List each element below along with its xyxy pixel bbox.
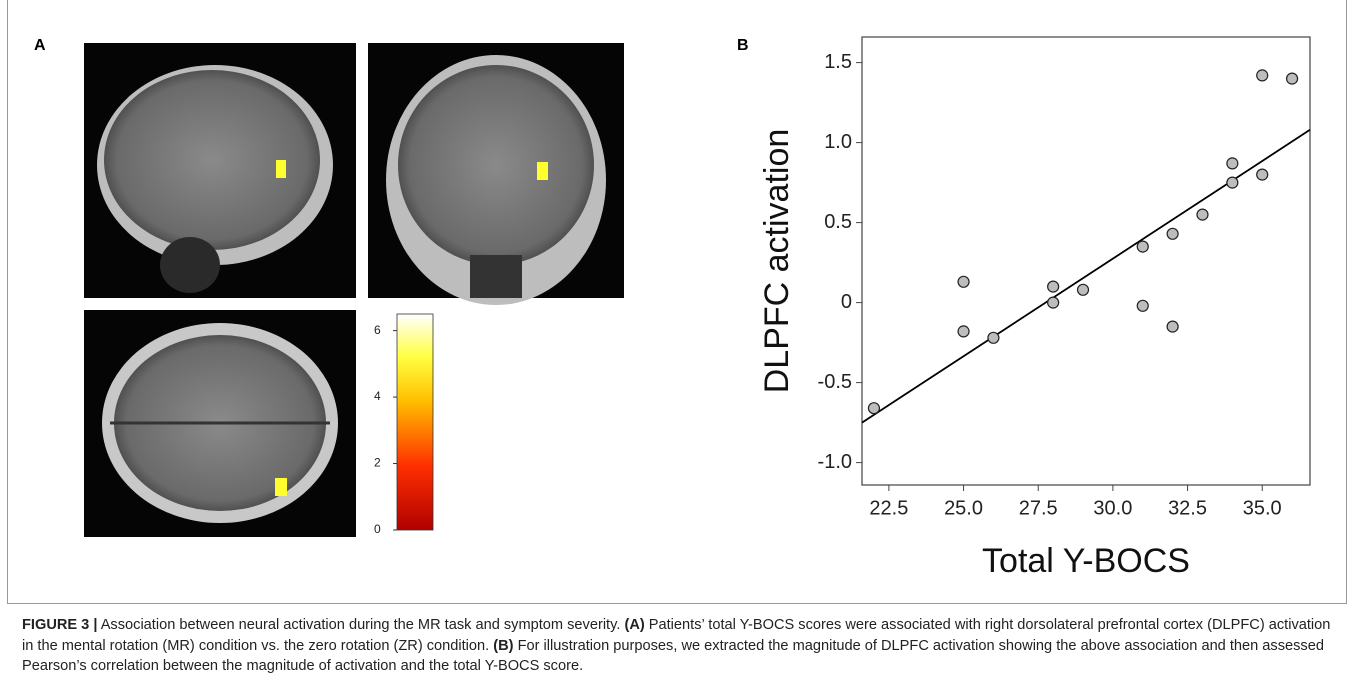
data-point xyxy=(1226,176,1239,189)
x-tick-label: 25.0 xyxy=(944,497,983,519)
caption-text: Association between neural activation du… xyxy=(100,617,621,633)
caption-text: For illustration purposes, we extracted … xyxy=(22,637,1324,675)
x-tick-label: 35.0 xyxy=(1243,497,1282,519)
caption-ref: (A) xyxy=(624,617,645,633)
data-point xyxy=(1076,283,1090,296)
y-tick-label: -0.5 xyxy=(818,371,852,393)
data-point xyxy=(957,275,970,288)
data-point xyxy=(1047,296,1060,309)
x-axis-title: Total Y-BOCS xyxy=(982,542,1190,580)
data-point xyxy=(957,325,970,338)
fit-line xyxy=(861,129,1311,424)
data-point xyxy=(1166,227,1179,240)
data-point xyxy=(1136,240,1149,253)
caption-label: FIGURE 3 | xyxy=(22,617,98,633)
plot-frame xyxy=(861,36,1311,486)
panel-label: A xyxy=(34,37,46,54)
data-point xyxy=(1256,69,1269,82)
figure: A B 0 2 4 6 1.5 1.0 0.5 0 -0.5 -1.0 22.5 25.0 27.5 30… xyxy=(34,36,1311,580)
y-tick-label: 1.5 xyxy=(824,51,852,73)
colorbar-tick-label: 4 xyxy=(374,389,381,403)
colorbar-tick-label: 6 xyxy=(374,323,381,337)
brain-coronal xyxy=(368,43,624,305)
data-point xyxy=(1047,280,1060,293)
figure-frame xyxy=(7,0,1347,604)
colorbar-tick-label: 0 xyxy=(374,522,381,536)
data-point xyxy=(1285,72,1299,85)
brain-sagittal xyxy=(84,43,356,298)
data-point xyxy=(1226,157,1239,170)
caption-text: Patients’ total Y-BOCS scores were assoc… xyxy=(22,617,1331,654)
caption-ref: (B) xyxy=(493,637,514,654)
colorbar xyxy=(396,313,434,531)
data-point xyxy=(867,402,881,415)
x-tick-label: 22.5 xyxy=(869,497,908,519)
x-tick-label: 32.5 xyxy=(1168,497,1207,519)
data-point xyxy=(1136,299,1149,312)
data-point xyxy=(1256,168,1269,181)
colorbar-tick-label: 2 xyxy=(374,456,381,470)
panel-label: B xyxy=(737,37,749,54)
data-point xyxy=(1196,208,1209,221)
x-tick-label: 27.5 xyxy=(1019,497,1058,519)
data-point xyxy=(987,331,1000,344)
data-point xyxy=(1166,320,1179,333)
y-tick-label: 0.5 xyxy=(824,211,852,233)
y-tick-label: -1.0 xyxy=(818,451,852,473)
y-tick-label: 1.0 xyxy=(824,131,852,153)
y-tick-label: 0 xyxy=(841,291,852,313)
caption: FIGURE 3 | Association between neural ac… xyxy=(22,615,1337,677)
brain-axial xyxy=(84,310,356,537)
x-tick-label: 30.0 xyxy=(1093,497,1132,519)
y-axis-title: DLPFC activation xyxy=(758,129,796,394)
